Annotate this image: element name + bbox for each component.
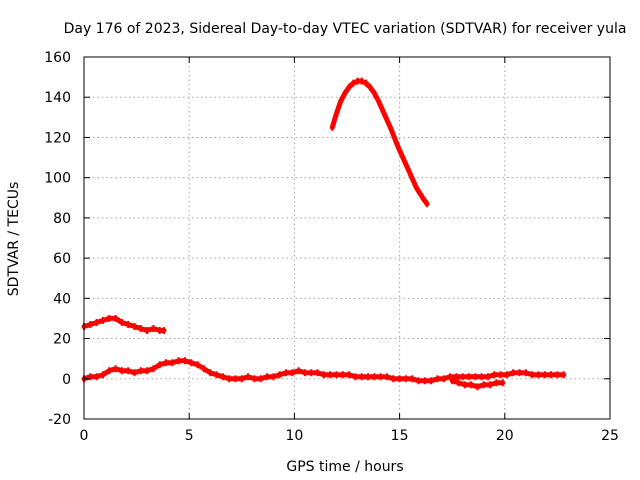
y-tick-label: 160 <box>44 50 71 66</box>
plot-frame <box>83 56 611 420</box>
y-tick-label: 80 <box>53 211 71 227</box>
series-line-segment-1 <box>81 315 167 333</box>
x-tick-label: 25 <box>601 428 619 444</box>
grid <box>84 57 610 419</box>
y-axis-label: SDTVAR / TECUs <box>6 182 22 297</box>
axis-ticks: 0 5 10 15 20 25 -20 0 20 40 60 80 100 120 140 160 <box>44 50 619 444</box>
y-tick-label: 0 <box>62 372 71 388</box>
x-tick-label: 15 <box>391 428 409 444</box>
x-tick-label: 20 <box>496 428 514 444</box>
x-tick-label: 0 <box>80 428 89 444</box>
x-axis-label: GPS time / hours <box>286 459 403 475</box>
y-tick-label: -20 <box>48 412 71 428</box>
series-line-segment-3 <box>329 78 430 207</box>
y-tick-label: 40 <box>53 291 71 307</box>
x-tick-label: 10 <box>285 428 303 444</box>
chart-title: Day 176 of 2023, Sidereal Day-to-day VTE… <box>64 21 627 37</box>
plot-series <box>81 77 567 391</box>
y-tick-label: 140 <box>44 90 71 106</box>
y-tick-label: 120 <box>44 130 71 146</box>
y-tick-label: 100 <box>44 171 71 187</box>
x-tick-label: 5 <box>185 428 194 444</box>
y-tick-label: 60 <box>53 251 71 267</box>
y-tick-label: 20 <box>53 332 71 348</box>
